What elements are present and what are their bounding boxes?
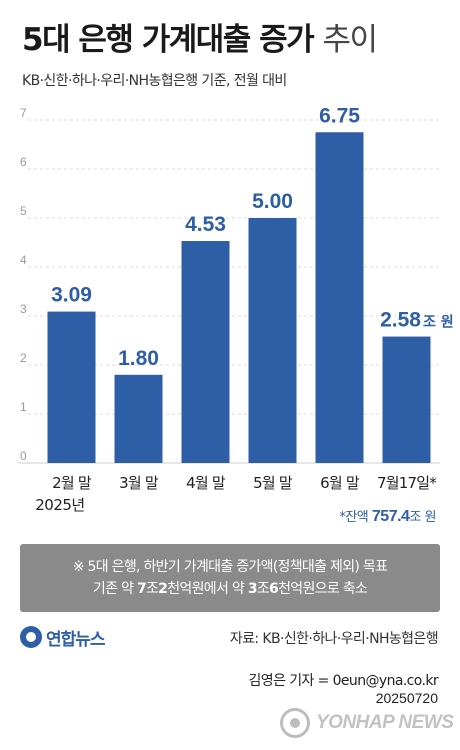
note-num: 7 [136,581,147,597]
bar [315,132,364,463]
source: 자료: KB·신한·하나·우리·NH농협은행 [229,631,439,647]
watermark-icon [280,708,310,738]
bar [47,311,96,463]
note-num: 3 [247,581,258,597]
category-label: 3월 말 [119,474,159,492]
y-tick-label: 0 [20,449,27,463]
value-label: 2.58 [380,309,421,332]
value-label: 3.09 [51,284,92,307]
category-label: 5월 말 [253,474,293,492]
value-label: 5.00 [252,190,293,213]
yonhap-logo-text: 연합뉴스 [46,629,106,650]
category-label: 4월 말 [186,474,226,492]
bar [382,336,431,463]
title-light: 추이 [322,22,378,58]
note-text: 천억원에서 약 [167,581,248,597]
value-unit-label: 조 원 [423,315,454,331]
balance-amount: 757.4 [371,508,410,525]
category-label: 2월 말 [52,474,92,492]
bar [181,241,230,463]
year-label: 2025년 [35,496,85,514]
y-tick-label: 5 [20,204,27,218]
credit: 김영은 기자 = 0eun@yna.co.kr [248,673,439,689]
subtitle: KB·신한·하나·우리·NH농협은행 기준, 전월 대비 [22,73,287,89]
note-line-2: 기존 약 7조2천억원에서 약 3조6천억원으로 축소 [20,578,440,600]
yonhap-logo: 연합뉴스 [20,624,106,650]
y-tick-label: 1 [20,400,27,414]
bar-chart: 0 1 2 3 4 5 6 7 3.09 2월 말 1.80 3월 말 4.53 4월 말 5.00 5월 … [18,104,454,492]
bar [114,374,163,463]
bar-layer [47,132,431,463]
bar [248,218,297,463]
title-bold: 5대 은행 가계대출 증가 [22,22,315,58]
y-tick-label: 7 [20,106,27,120]
y-tick-label: 6 [20,155,27,169]
category-label: 7월17일* [377,474,437,492]
balance-unit: 조 원 [409,510,436,525]
balance-prefix: *잔액 [339,510,372,525]
y-tick-label: 4 [20,253,27,267]
value-label: 4.53 [185,213,226,236]
y-tick-label: 2 [20,351,27,365]
label-layer: 3.09 2월 말 1.80 3월 말 4.53 4월 말 5.00 5월 말 6.75 6월 말… [51,104,454,492]
watermark: YONHAP NEWS [280,706,454,740]
note-num: 2 [158,581,168,597]
y-tick-label: 3 [20,302,27,316]
yonhap-logo-icon [20,626,42,648]
value-label: 1.80 [118,347,159,370]
value-label: 6.75 [319,104,360,127]
note-text: 기존 약 [92,581,137,597]
balance-note: *잔액 757.4조 원 [339,506,436,526]
note-text: 조 [256,581,270,597]
note-text: 천억원으로 축소 [278,581,368,597]
title: 5대 은행 가계대출 증가 추이 [22,14,378,59]
note-num: 6 [269,581,279,597]
watermark-text: YONHAP NEWS [316,712,454,733]
note-line-1: ※ 5대 은행, 하반기 가계대출 증가액(정책대출 제외) 목표 [72,559,388,575]
note-text: 조 [145,581,159,597]
date: 20250720 [375,690,438,706]
category-label: 6월 말 [320,474,360,492]
note-box: ※ 5대 은행, 하반기 가계대출 증가액(정책대출 제외) 목표 기존 약 7… [20,544,440,612]
